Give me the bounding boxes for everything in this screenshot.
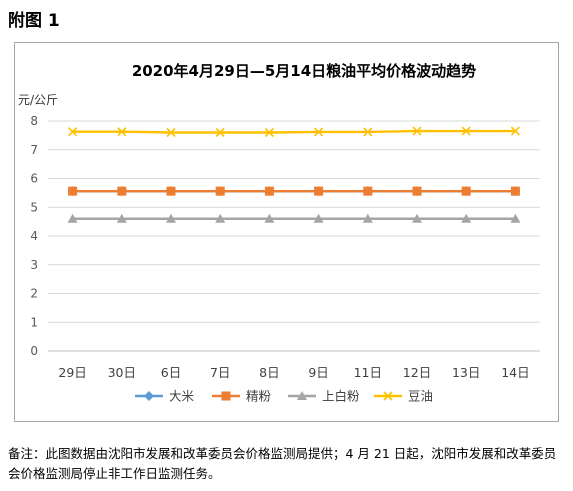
data-point <box>68 186 78 196</box>
y-tick-label: 2 <box>30 287 38 301</box>
data-point <box>264 127 274 138</box>
x-tick-label: 9日 <box>308 365 328 380</box>
data-point <box>363 127 373 137</box>
chart-frame <box>14 42 559 422</box>
data-point <box>461 213 472 223</box>
data-point <box>264 186 274 196</box>
data-point <box>412 126 422 136</box>
data-point <box>117 127 127 137</box>
y-tick-label: 1 <box>30 315 38 329</box>
data-point <box>68 127 78 137</box>
legend-label: 大米 <box>169 389 195 404</box>
data-point <box>362 213 373 223</box>
data-point <box>383 391 393 401</box>
data-point <box>313 213 324 223</box>
data-point <box>510 126 520 136</box>
x-tick-label: 12日 <box>403 365 431 380</box>
x-tick-label: 13日 <box>452 365 480 380</box>
data-point <box>510 213 521 223</box>
x-tick-label: 6日 <box>161 365 181 380</box>
y-tick-label: 5 <box>30 200 38 214</box>
data-point <box>412 213 422 223</box>
legend-label: 上白粉 <box>322 389 360 404</box>
data-point <box>314 127 324 137</box>
y-tick-label: 6 <box>30 172 38 186</box>
y-tick-label: 7 <box>30 143 38 157</box>
series-line <box>72 129 516 134</box>
y-axis-unit-label: 元/公斤 <box>18 93 58 107</box>
data-point <box>215 186 225 196</box>
x-tick-label: 8日 <box>259 365 279 380</box>
legend-label: 豆油 <box>408 389 433 404</box>
x-tick-label: 7日 <box>210 365 230 380</box>
y-tick-label: 8 <box>30 114 38 128</box>
footnote: 备注：此图数据由沈阳市发展和改革委员会价格监测局提供；4 月 21 日起，沈阳市… <box>8 446 557 481</box>
data-point <box>166 213 176 223</box>
data-point <box>221 391 231 401</box>
x-tick-label: 14日 <box>501 365 529 380</box>
data-point <box>215 213 226 223</box>
data-point <box>67 213 78 223</box>
data-point <box>363 186 373 196</box>
x-tick-label: 30日 <box>108 365 136 380</box>
data-point <box>166 186 176 196</box>
data-point <box>117 186 127 196</box>
chart-title: 2020年4月29日—5月14日粮油平均价格波动趋势 <box>132 62 476 80</box>
x-tick-label: 29日 <box>58 365 86 380</box>
page-heading: 附图 1 <box>8 11 60 31</box>
x-tick-label: 11日 <box>354 365 382 380</box>
data-point <box>116 213 127 223</box>
data-point <box>215 127 225 138</box>
data-point <box>297 391 307 400</box>
legend-label: 精粉 <box>246 389 272 404</box>
y-tick-label: 3 <box>30 258 38 272</box>
data-point <box>264 213 275 223</box>
data-point <box>166 127 176 138</box>
data-point <box>510 186 520 196</box>
y-tick-label: 4 <box>30 229 38 243</box>
data-point <box>461 186 471 196</box>
data-point <box>412 186 422 196</box>
data-point <box>314 186 324 196</box>
data-point <box>144 391 154 401</box>
data-point <box>461 126 471 136</box>
y-tick-label: 0 <box>30 344 38 358</box>
